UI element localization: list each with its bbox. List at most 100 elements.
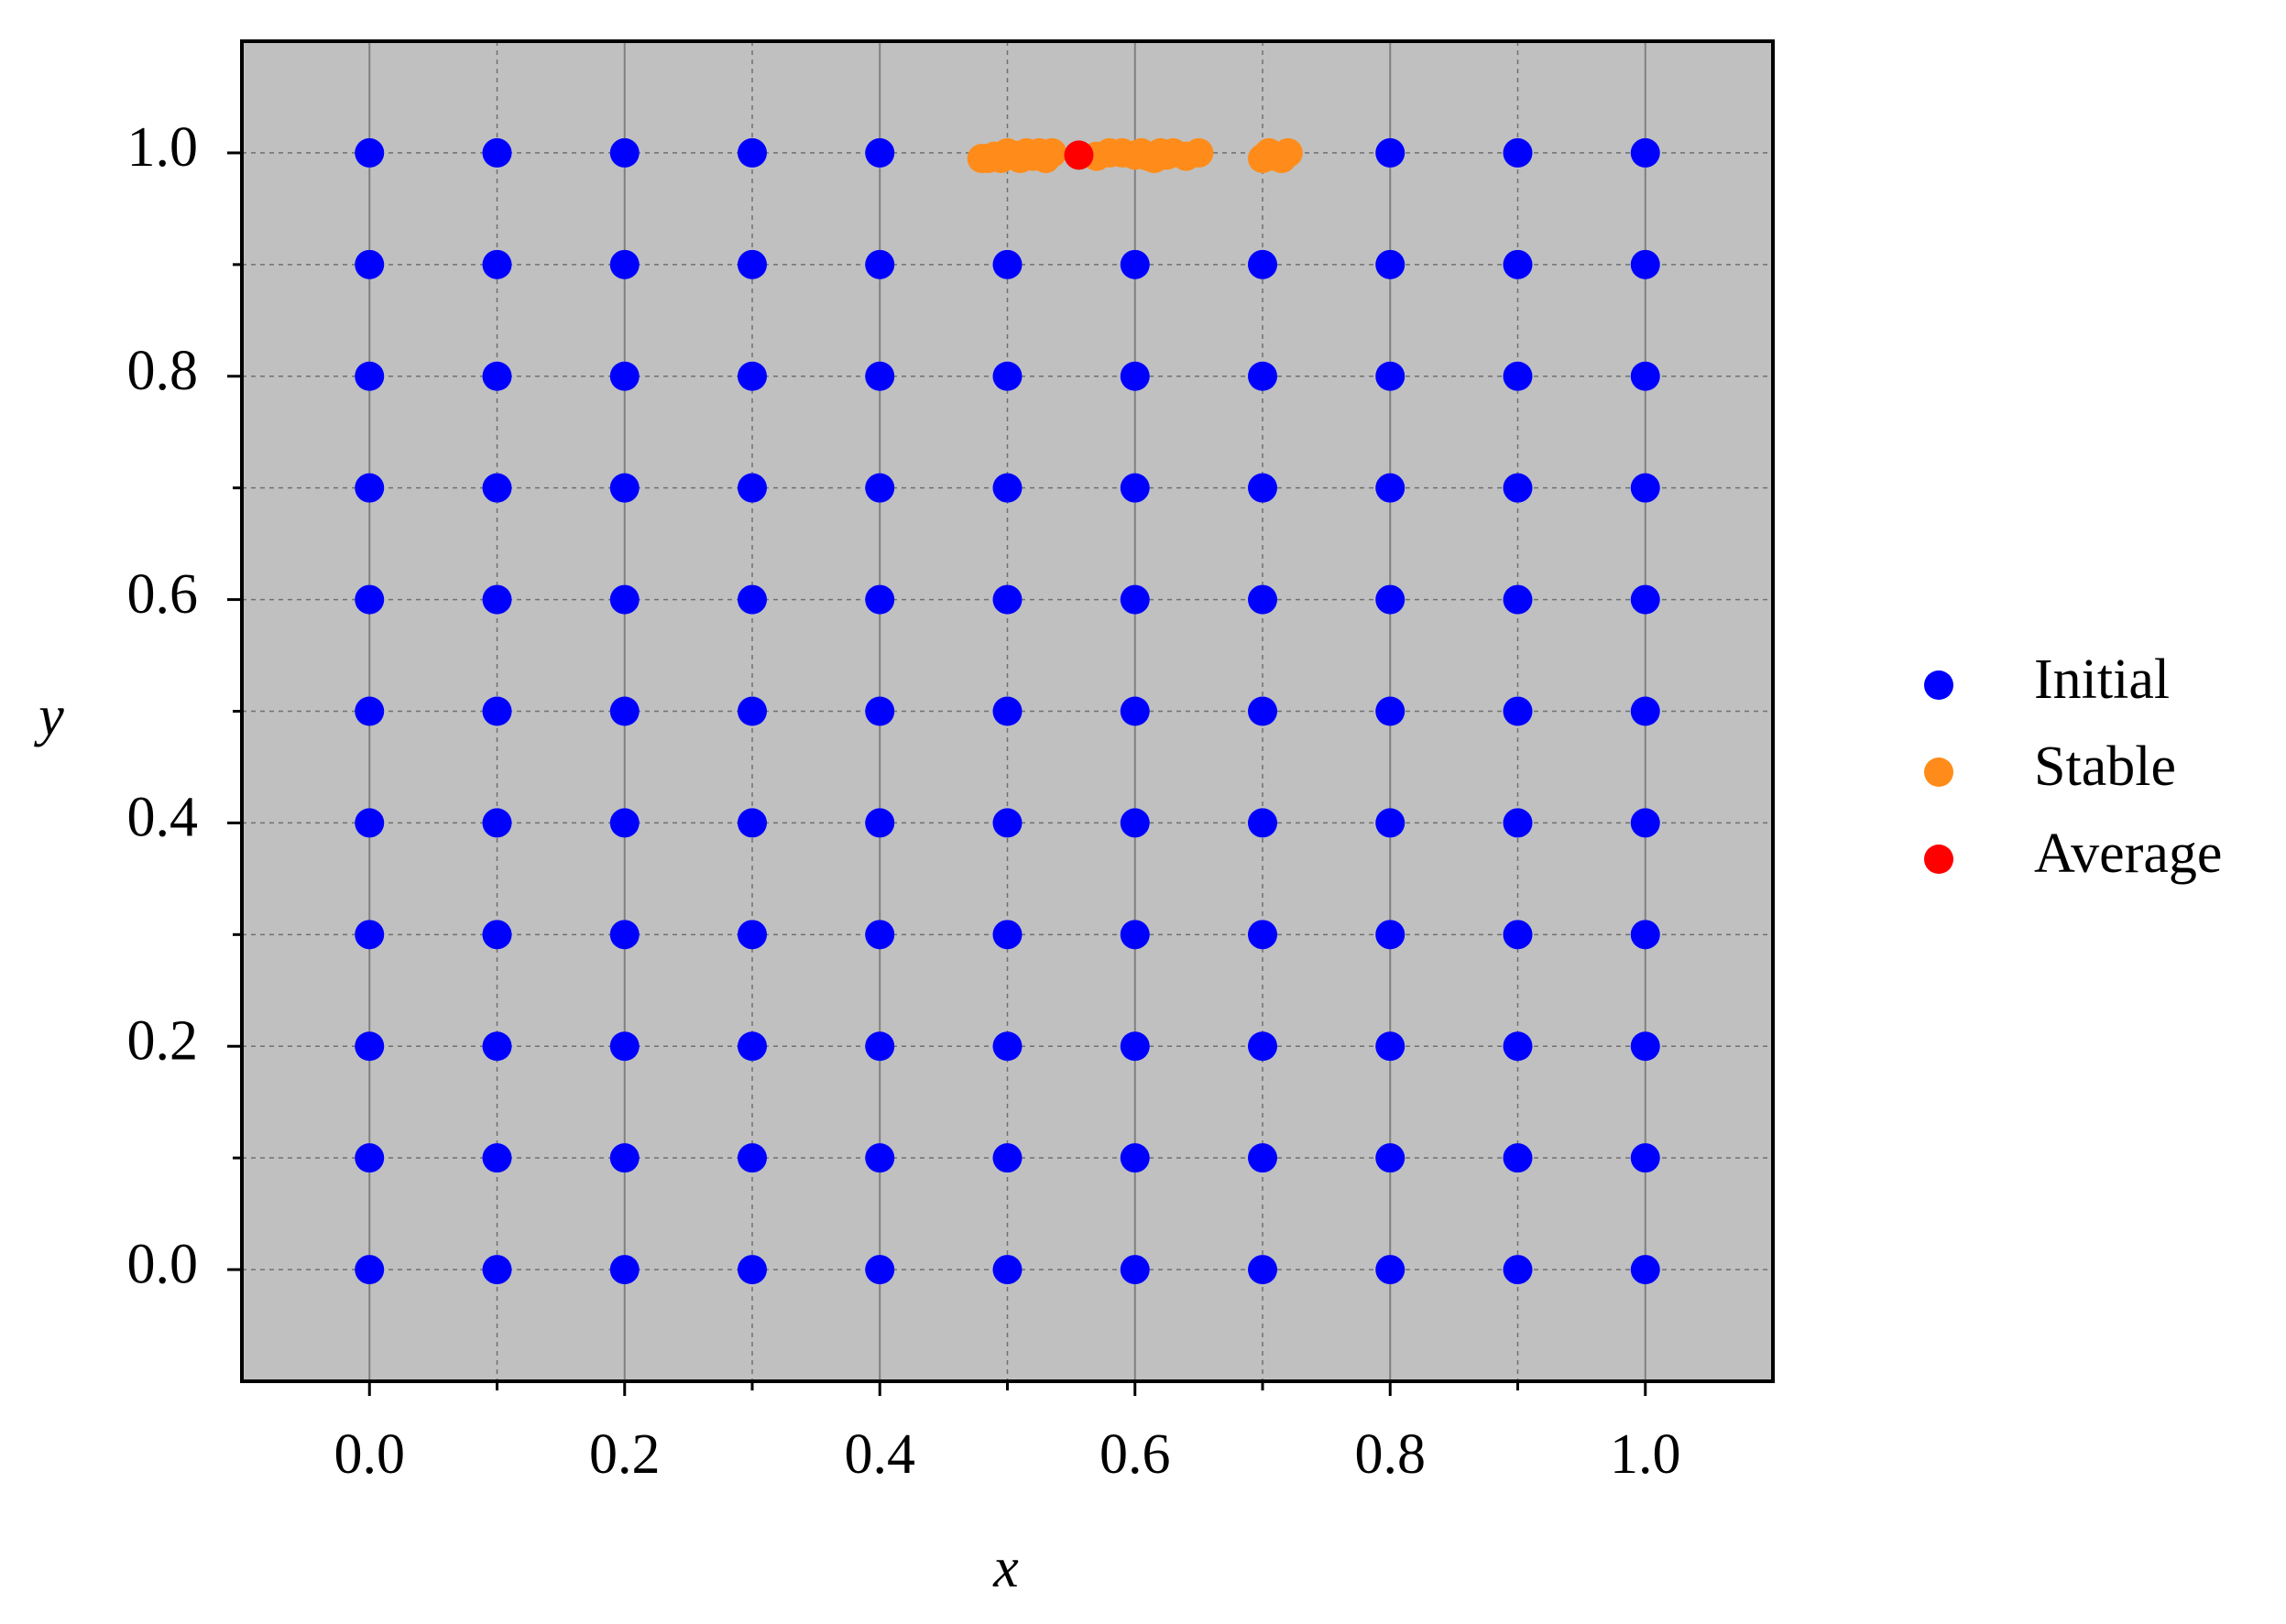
legend-label: Stable [2034, 736, 2176, 798]
point [1375, 1031, 1406, 1062]
x-tick-label: 1.0 [1610, 1423, 1681, 1486]
point [1248, 696, 1277, 726]
point [992, 249, 1023, 279]
point [1064, 140, 1094, 170]
point [609, 584, 640, 615]
x-tick-label: 0.8 [1355, 1423, 1427, 1486]
point [1630, 137, 1660, 168]
point [1120, 920, 1150, 950]
point [865, 808, 895, 838]
point [992, 1255, 1023, 1285]
point [1503, 1143, 1533, 1173]
point [355, 361, 385, 391]
point [1375, 696, 1406, 726]
point [482, 1031, 512, 1062]
legend-label: Initial [2034, 649, 2170, 711]
point [992, 584, 1023, 615]
point [482, 473, 512, 503]
point [1630, 1031, 1660, 1062]
point [482, 920, 512, 950]
point [482, 137, 512, 168]
legend-marker [1924, 758, 1953, 787]
point [1630, 249, 1660, 279]
point [1375, 1143, 1406, 1173]
point [738, 696, 767, 726]
point [482, 1255, 512, 1285]
point [992, 1143, 1023, 1173]
point [1375, 137, 1406, 168]
point [1120, 1031, 1150, 1062]
point [1184, 137, 1214, 168]
point [355, 473, 385, 503]
point [1248, 584, 1277, 615]
point [1630, 473, 1660, 503]
y-tick-label: 0.2 [127, 1009, 199, 1072]
point [1503, 361, 1533, 391]
point [865, 473, 895, 503]
point [1375, 1255, 1406, 1285]
point [992, 1031, 1023, 1062]
point [1630, 1255, 1660, 1285]
point [865, 696, 895, 726]
point [992, 361, 1023, 391]
y-tick-label: 0.8 [127, 340, 199, 402]
point [1120, 1255, 1150, 1285]
point [355, 584, 385, 615]
point [738, 249, 767, 279]
point [609, 1255, 640, 1285]
y-tick-label: 1.0 [127, 116, 199, 179]
point [738, 584, 767, 615]
point [865, 1255, 895, 1285]
legend-marker [1924, 845, 1953, 874]
point [355, 1031, 385, 1062]
point [1375, 361, 1406, 391]
plot-frame [240, 39, 1775, 1383]
point [1503, 1031, 1533, 1062]
x-tick-label: 0.0 [334, 1423, 406, 1486]
point [482, 1143, 512, 1173]
point [609, 920, 640, 950]
point [1120, 361, 1150, 391]
y-tick-label: 0.6 [127, 563, 199, 626]
point [1503, 1255, 1533, 1285]
point [1375, 808, 1406, 838]
point [482, 808, 512, 838]
point [609, 808, 640, 838]
point [1120, 473, 1150, 503]
point [355, 920, 385, 950]
point [1630, 920, 1660, 950]
point [1248, 808, 1277, 838]
point [609, 137, 640, 168]
point [1375, 920, 1406, 950]
point [609, 1031, 640, 1062]
point [609, 249, 640, 279]
point [1248, 1031, 1277, 1062]
point [355, 1255, 385, 1285]
point [1375, 584, 1406, 615]
point [1503, 137, 1533, 168]
point [1503, 808, 1533, 838]
point [738, 920, 767, 950]
point [1120, 249, 1150, 279]
point [1630, 1143, 1660, 1173]
point [355, 1143, 385, 1173]
point [1630, 696, 1660, 726]
x-tick-label: 0.2 [589, 1423, 661, 1486]
point [355, 249, 385, 279]
point [865, 137, 895, 168]
point [865, 1143, 895, 1173]
point [738, 1143, 767, 1173]
point [482, 249, 512, 279]
point [865, 249, 895, 279]
point [482, 696, 512, 726]
point [609, 1143, 640, 1173]
point [1630, 361, 1660, 391]
point [1248, 920, 1277, 950]
y-tick-label: 0.4 [127, 787, 199, 849]
point [738, 1031, 767, 1062]
point [1630, 808, 1660, 838]
point [1248, 473, 1277, 503]
point [865, 361, 895, 391]
y-axis-label: y [33, 685, 64, 747]
